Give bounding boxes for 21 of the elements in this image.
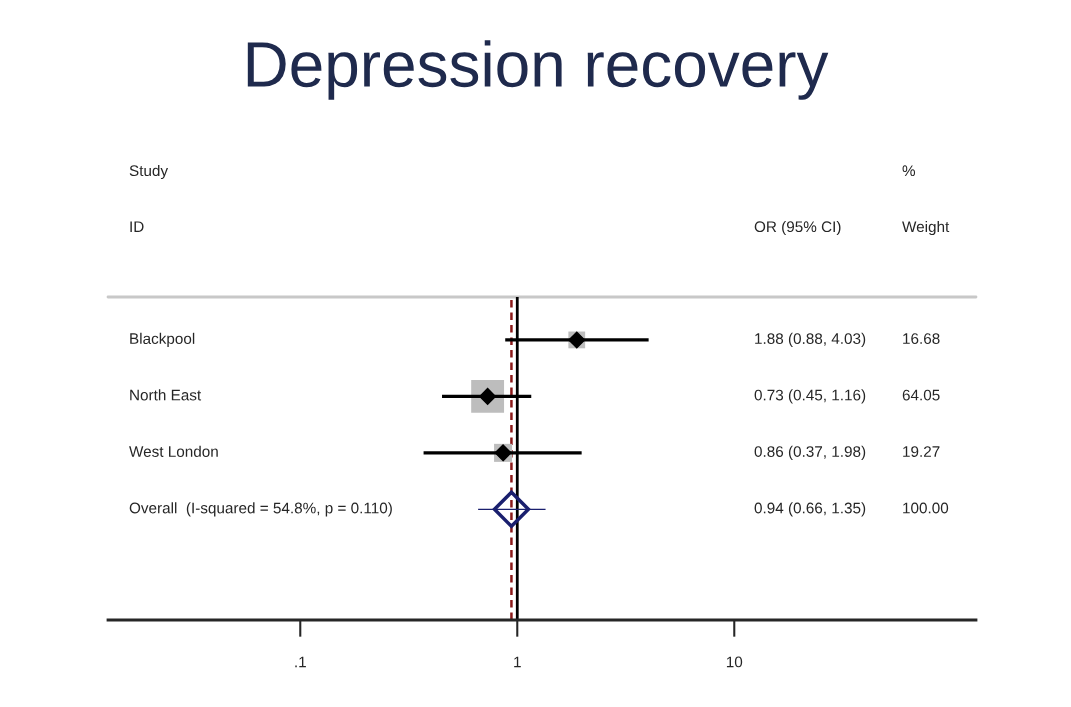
text: % xyxy=(902,165,916,177)
text: ID xyxy=(130,221,144,232)
x-tick-label: 1 xyxy=(514,656,521,668)
annotation: 16.68 xyxy=(903,333,940,345)
text: Study xyxy=(129,164,169,180)
text: Weight xyxy=(902,220,950,236)
annotation: 19.27 xyxy=(903,446,940,457)
text: OR (95% CI) xyxy=(754,220,841,236)
x-tick-label: 10 xyxy=(726,656,743,668)
y-tick-label: West London xyxy=(129,445,218,457)
annotation: 64.05 xyxy=(902,389,940,401)
chart-title: Depression recovery xyxy=(247,40,829,100)
y-tick-label: North East xyxy=(130,389,202,401)
y-tick-label: Overall (I-squared = 54.8%, p = 0.110) xyxy=(129,502,392,517)
text: 1.88 (0.88, 4.03) xyxy=(755,332,866,348)
text: 0.94 (0.66, 1.35) xyxy=(754,502,866,517)
y-tick-label: Blackpool xyxy=(130,332,195,348)
annotation: 100.00 xyxy=(903,502,949,514)
x-tick-label: .1 xyxy=(295,656,306,668)
text: 0.86 (0.37, 1.98) xyxy=(754,445,866,460)
text: 0.73 (0.45, 1.16) xyxy=(754,389,866,404)
